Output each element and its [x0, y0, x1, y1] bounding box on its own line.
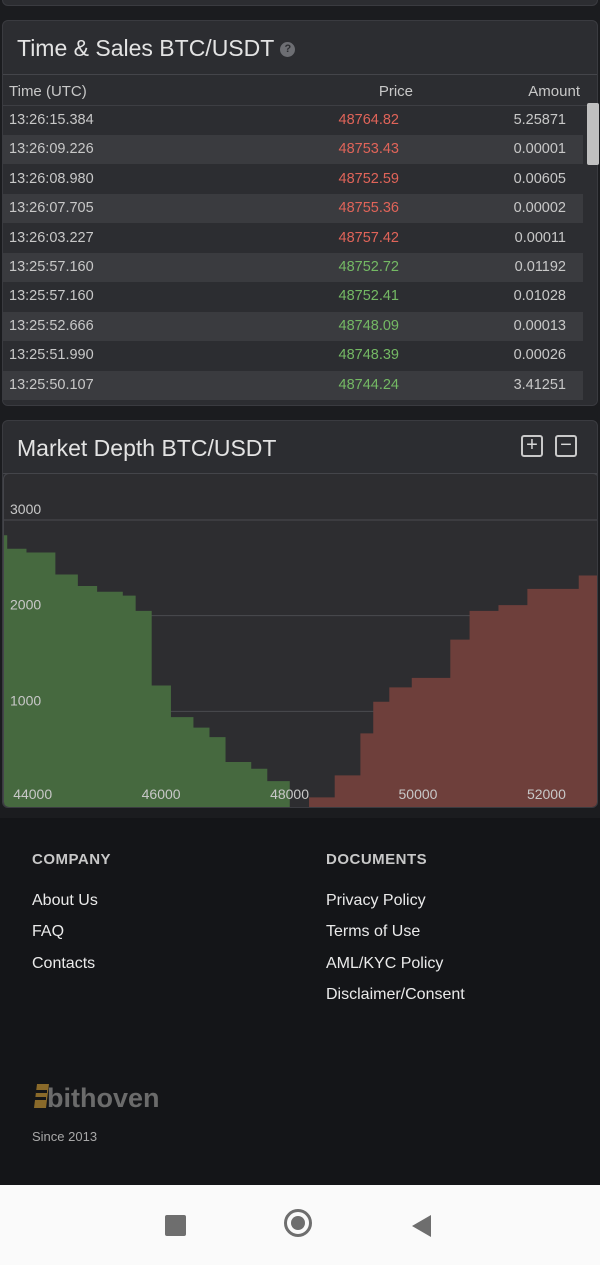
- trade-price: 48752.41: [338, 288, 399, 305]
- documents-heading: DOCUMENTS: [326, 851, 428, 868]
- previous-panel-edge: [2, 0, 598, 6]
- zoom-out-button[interactable]: −: [555, 435, 577, 457]
- disclaimer-consent-link[interactable]: Disclaimer/Consent: [326, 986, 465, 1003]
- asks-area: [296, 575, 597, 807]
- faq-link[interactable]: FAQ: [32, 923, 65, 940]
- trade-price: 48752.59: [338, 170, 399, 187]
- privacy-policy-link[interactable]: Privacy Policy: [326, 892, 426, 909]
- column-header-amount: Amount: [528, 83, 580, 100]
- x-tick-label: 44000: [13, 786, 52, 802]
- trade-price: 48744.24: [338, 376, 399, 393]
- trade-amount: 0.00013: [513, 317, 566, 334]
- time-sales-header: Time (UTC) Price Amount: [3, 78, 597, 106]
- trade-price: 48752.72: [338, 259, 399, 275]
- trade-time: 13:26:07.705: [9, 200, 94, 217]
- column-header-price: Price: [378, 83, 413, 100]
- trade-price: 48748.39: [338, 347, 399, 364]
- trade-time: 13:25:57.160: [9, 288, 94, 305]
- time-sales-panel: Time & Sales BTC/USDT? Time (UTC) Price …: [2, 20, 598, 406]
- trade-price: 48753.43: [338, 141, 399, 158]
- square-icon[interactable]: [165, 1215, 186, 1236]
- company-heading: COMPANY: [32, 851, 112, 868]
- y-tick-label: 2000: [10, 597, 41, 613]
- trade-time: 13:25:50.107: [9, 376, 94, 393]
- table-row: 13:25:52.666 48748.09 0.00013: [3, 311, 585, 341]
- time-sales-title-text: Time & Sales BTC/USDT: [17, 35, 275, 61]
- trade-time: 13:26:15.384: [9, 112, 94, 128]
- time-sales-title: Time & Sales BTC/USDT?: [17, 35, 296, 62]
- footer: [0, 818, 600, 1185]
- triangle-back-icon[interactable]: [412, 1215, 431, 1237]
- aml-kyc-policy-link[interactable]: AML/KYC Policy: [326, 955, 444, 972]
- trade-amount: 0.00002: [513, 200, 566, 217]
- zoom-in-button[interactable]: +: [521, 435, 543, 457]
- depth-chart-svg: 1000 2000 3000 44000 46000 48000 50000 52000: [4, 501, 597, 807]
- table-row: 13:25:57.160 48752.72 0.01192: [3, 253, 585, 282]
- table-row: 13:26:08.980 48752.59 0.00605: [3, 164, 585, 194]
- trade-price: 48764.82: [338, 112, 399, 128]
- table-row: 13:25:50.107 48744.24 3.41251: [3, 370, 585, 400]
- scrollbar-track[interactable]: [583, 106, 597, 405]
- trade-amount: 5.25871: [513, 112, 566, 128]
- table-row: [3, 400, 585, 405]
- trade-amount: 0.00001: [513, 141, 566, 158]
- trade-amount: 0.01028: [513, 288, 566, 305]
- bithoven-logo[interactable]: bithoven: [33, 1080, 183, 1114]
- trade-time: 13:25:52.666: [9, 317, 94, 334]
- divider: [3, 105, 597, 106]
- table-row: 13:25:51.990 48748.39 0.00026: [3, 341, 585, 371]
- help-icon[interactable]: ?: [280, 42, 296, 58]
- scrollbar-thumb[interactable]: [587, 103, 599, 165]
- trade-amount: 0.01192: [514, 259, 566, 275]
- trade-amount: 3.41251: [513, 376, 566, 393]
- terms-of-use-link[interactable]: Terms of Use: [326, 923, 421, 940]
- about-us-link[interactable]: About Us: [32, 892, 98, 909]
- x-tick-label: 52000: [527, 786, 566, 802]
- trade-price: 48755.36: [338, 200, 399, 217]
- table-row: 13:25:57.160 48752.41 0.01028: [3, 282, 585, 312]
- contacts-link[interactable]: Contacts: [32, 955, 96, 972]
- depth-chart[interactable]: 1000 2000 3000 44000 46000 48000 50000 52000: [3, 473, 597, 807]
- trade-time: 13:26:03.227: [9, 229, 94, 246]
- y-tick-label: 1000: [10, 692, 41, 708]
- column-header-time: Time (UTC): [9, 83, 87, 100]
- table-row: 13:26:09.226 48753.43 0.00001: [3, 135, 585, 165]
- trade-time: 13:26:09.226: [9, 141, 94, 158]
- trade-amount: 0.00605: [513, 170, 566, 187]
- trade-time: 13:25:51.990: [9, 347, 94, 364]
- market-depth-panel: Market Depth BTC/USDT + − 1000 2000 3000 44…: [2, 420, 598, 808]
- trade-amount: 0.00011: [514, 229, 566, 246]
- trade-time: 13:25:57.160: [9, 259, 94, 275]
- x-tick-label: 46000: [142, 786, 181, 802]
- table-row: 13:26:15.384 48764.82 5.25871: [3, 106, 585, 135]
- table-row: 13:26:03.227 48757.42 0.00011: [3, 223, 585, 253]
- trade-price: 48748.09: [338, 317, 399, 334]
- bids-area: [4, 535, 290, 807]
- trade-time: 13:26:08.980: [9, 170, 94, 187]
- x-tick-label: 48000: [270, 786, 309, 802]
- logo-wordmark: bithoven: [47, 1083, 160, 1113]
- y-tick-label: 3000: [10, 501, 41, 517]
- market-depth-title: Market Depth BTC/USDT: [17, 435, 277, 461]
- time-sales-list[interactable]: 13:26:15.384 48764.82 5.25871 13:26:09.226 4…: [3, 106, 597, 405]
- circle-home-icon[interactable]: [284, 1209, 312, 1237]
- since-text: Since 2013: [32, 1129, 98, 1144]
- divider: [3, 74, 597, 75]
- logo-mark-icon: [34, 1084, 49, 1108]
- table-row: 13:26:07.705 48755.36 0.00002: [3, 194, 585, 224]
- trade-price: 48757.42: [338, 229, 399, 246]
- trade-amount: 0.00026: [513, 347, 566, 364]
- x-tick-label: 50000: [399, 786, 438, 802]
